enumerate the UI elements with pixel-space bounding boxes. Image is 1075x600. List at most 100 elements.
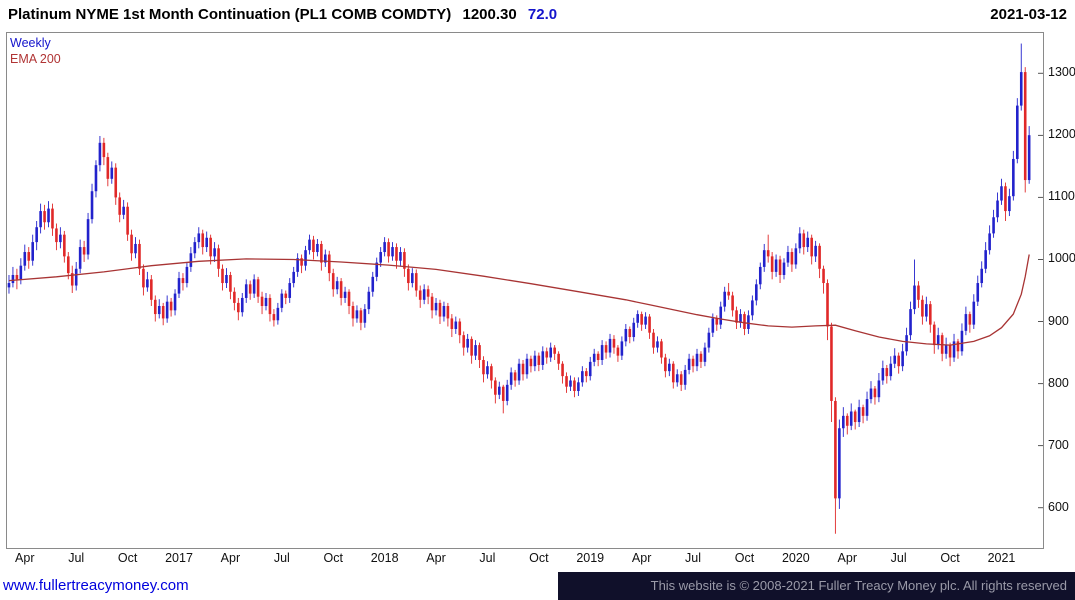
y-axis-label: 1300	[1048, 65, 1075, 80]
candle-body	[664, 357, 667, 372]
chart-title-group: Platinum NYME 1st Month Continuation (PL…	[8, 6, 557, 23]
candle-body	[66, 256, 70, 274]
candle-body	[39, 211, 42, 228]
candle-body	[612, 338, 616, 348]
candle-body	[826, 283, 829, 327]
candle-body	[517, 363, 521, 381]
x-axis-label: Apr	[220, 551, 241, 565]
candle-body	[810, 237, 813, 257]
candle-body	[221, 268, 224, 284]
candle-body	[715, 318, 719, 325]
x-axis-label: 2021	[987, 551, 1016, 565]
candle-body	[454, 321, 458, 329]
candle-body	[244, 284, 248, 298]
website-link[interactable]: www.fullertreacymoney.com	[3, 577, 189, 594]
x-axis-label: Jul	[890, 551, 907, 565]
candle-body	[134, 243, 137, 254]
candle-body	[731, 295, 734, 311]
x-axis-label: Jul	[68, 551, 85, 565]
candle-body	[391, 247, 394, 257]
candle-body	[952, 341, 956, 358]
candle-body	[11, 274, 15, 284]
candle-body	[379, 252, 382, 263]
candle-body	[327, 254, 331, 274]
candle-body	[110, 167, 114, 179]
candle-body	[23, 252, 27, 266]
candle-body	[498, 386, 501, 395]
x-axis-label: Oct	[940, 551, 960, 565]
chart-plot-area[interactable]	[6, 32, 1044, 549]
candle-body	[264, 297, 268, 307]
candle-body	[63, 234, 66, 257]
candle-body	[55, 228, 58, 243]
candle-body	[1023, 72, 1027, 181]
candle-body	[675, 374, 679, 383]
candle-body	[707, 332, 711, 348]
candle-body	[470, 338, 473, 356]
candle-body	[1008, 196, 1011, 212]
candle-body	[490, 366, 493, 381]
candle-body	[960, 330, 964, 352]
candle-body	[142, 268, 145, 288]
candle-body	[600, 345, 604, 360]
candle-body	[881, 368, 885, 381]
candle-body	[74, 268, 78, 286]
candle-body	[434, 302, 438, 311]
candle-body	[217, 248, 220, 269]
candle-body	[35, 227, 38, 243]
candle-body	[644, 316, 647, 325]
candle-body	[288, 283, 292, 298]
candle-body	[403, 252, 406, 269]
candle-body	[414, 273, 418, 291]
candle-body	[521, 363, 525, 375]
candle-body	[838, 428, 841, 499]
candle-body	[972, 301, 976, 325]
candle-body	[284, 293, 288, 298]
candle-body	[549, 347, 552, 358]
candle-body	[300, 258, 303, 266]
candle-body	[153, 299, 157, 315]
candle-body	[308, 239, 311, 251]
candle-body	[889, 363, 893, 377]
chart-header: Platinum NYME 1st Month Continuation (PL…	[0, 0, 1075, 30]
candle-body	[122, 206, 125, 215]
candle-body	[501, 386, 505, 401]
x-axis-label: Jul	[273, 551, 290, 565]
candle-body	[114, 167, 118, 198]
y-axis-label: 1200	[1048, 127, 1075, 142]
x-axis-label: 2017	[165, 551, 193, 565]
candle-body	[335, 281, 339, 290]
candle-body	[683, 369, 687, 385]
candle-body	[818, 245, 821, 269]
candle-body	[988, 233, 991, 251]
candle-body	[387, 242, 390, 257]
candle-body	[948, 345, 952, 358]
candle-body	[395, 247, 398, 261]
x-axis-label: 2018	[370, 551, 399, 565]
candle-body	[118, 197, 121, 215]
candle-body	[917, 285, 920, 300]
candle-body	[577, 382, 580, 392]
candle-body	[478, 345, 481, 360]
x-axis-label: Apr	[837, 551, 857, 565]
candle-body	[19, 265, 23, 280]
candle-body	[699, 353, 703, 362]
candle-body	[668, 363, 671, 372]
candle-body	[782, 262, 786, 275]
candle-body	[51, 208, 54, 229]
x-axis-label: 2019	[576, 551, 605, 565]
candle-body	[407, 268, 410, 284]
candle-body	[280, 293, 284, 308]
candle-body	[984, 250, 987, 269]
candle-body	[857, 407, 861, 423]
candle-body	[980, 268, 984, 284]
candle-body	[229, 274, 232, 292]
candlestick-canvas[interactable]	[7, 33, 1043, 548]
candle-body	[450, 318, 454, 329]
candle-body	[553, 347, 556, 354]
candle-body	[897, 355, 900, 367]
candle-body	[976, 283, 980, 302]
candle-body	[31, 242, 34, 261]
candle-body	[936, 335, 940, 346]
